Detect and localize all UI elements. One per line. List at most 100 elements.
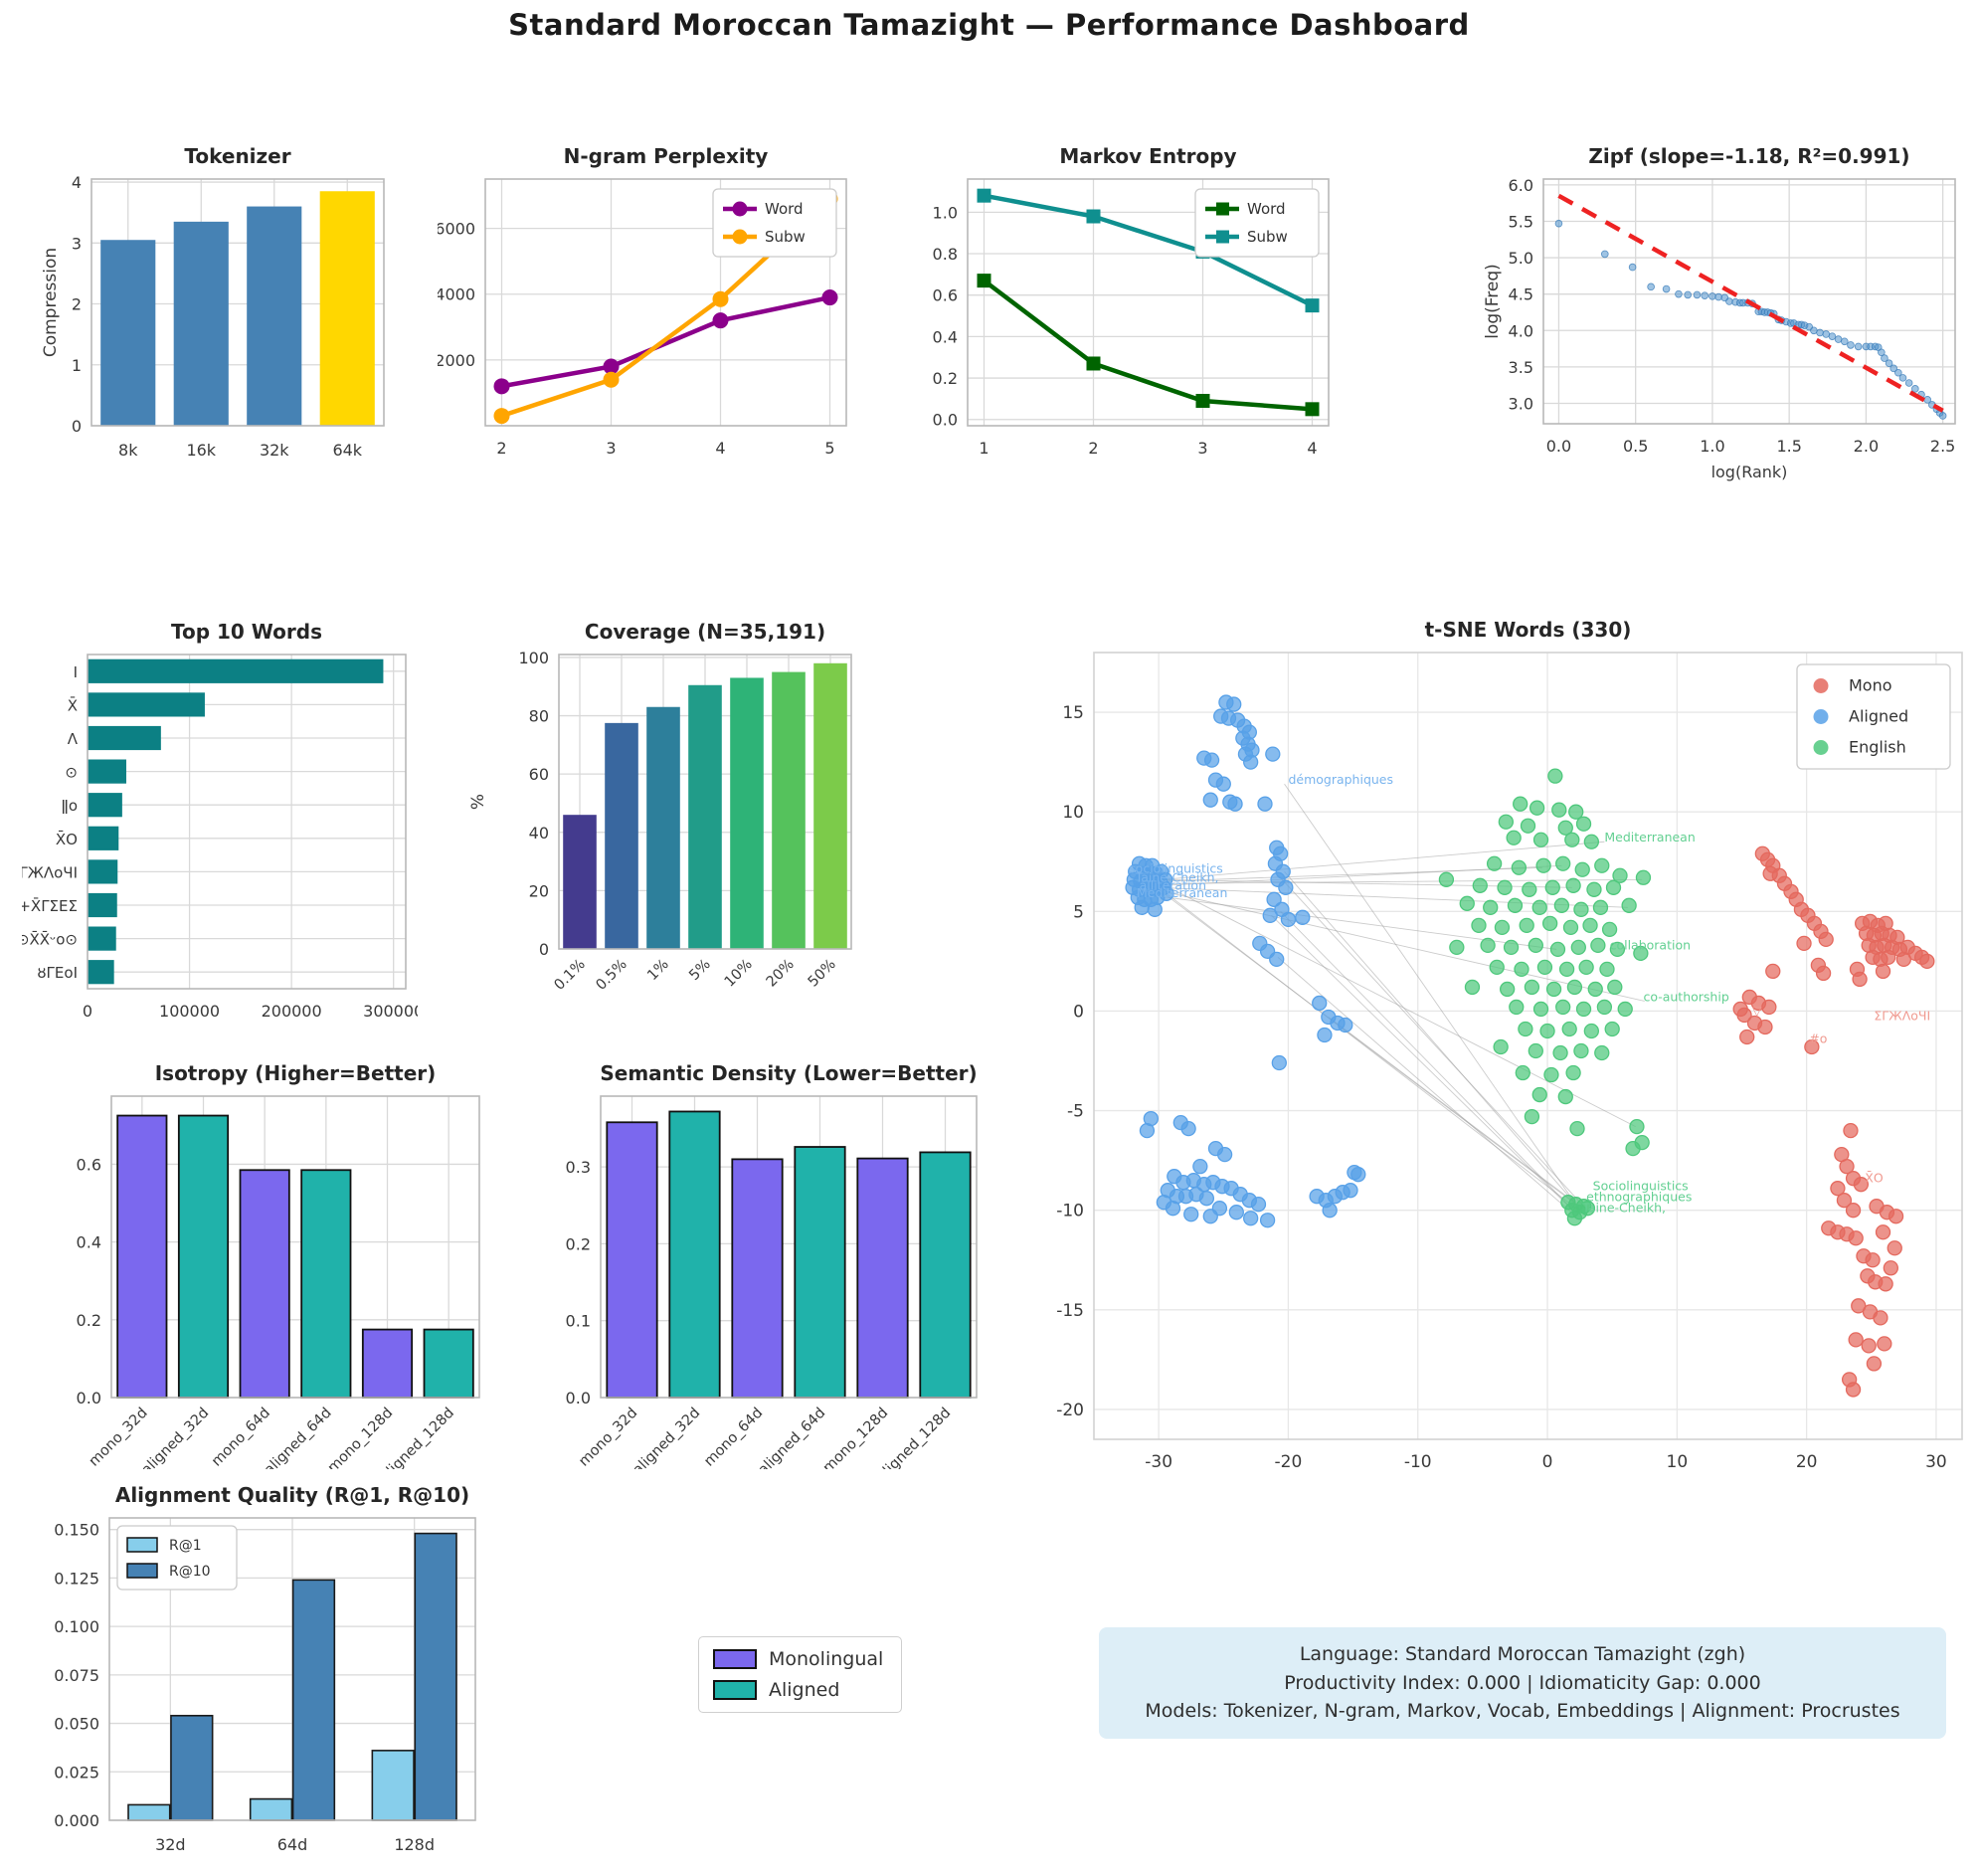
- svg-text:X̄O: X̄O: [56, 830, 78, 848]
- svg-text:Markov Entropy: Markov Entropy: [1059, 144, 1236, 168]
- svg-text:60: 60: [529, 765, 549, 784]
- svg-text:0.0: 0.0: [77, 1389, 101, 1407]
- svg-text:Subw: Subw: [765, 228, 806, 246]
- svg-text:Mediterranean: Mediterranean: [1137, 885, 1227, 900]
- svg-text:0.6: 0.6: [77, 1155, 101, 1174]
- svg-text:English: English: [1849, 738, 1906, 757]
- svg-text:64d: 64d: [277, 1835, 308, 1854]
- svg-text:0.4: 0.4: [933, 327, 958, 346]
- svg-text:Zipf (slope=-1.18, R²=0.991): Zipf (slope=-1.18, R²=0.991): [1588, 144, 1909, 168]
- svg-text:20: 20: [529, 881, 549, 900]
- svg-text:0.5: 0.5: [1623, 437, 1648, 456]
- svg-text:10%: 10%: [722, 957, 756, 991]
- chart-svg: 0 100000 200000 300000 Ι X̄ Λ ⊙ ǁo X̄O ΣΓЖΛoЧΙ +X̄Γ…: [22, 620, 418, 1021]
- svg-text:10: 10: [1062, 803, 1084, 823]
- svg-text:+X̄ΓΣΕΣ: +X̄ΓΣΕΣ: [22, 896, 78, 915]
- aligned-swatch: [713, 1680, 757, 1700]
- chart-svg: 2000 4000 6000 2 3 4 5 Word Subw N-gram Perplexit…: [438, 144, 847, 458]
- svg-text:X̄O: X̄O: [1865, 1171, 1884, 1186]
- svg-text:N-gram Perplexity: N-gram Perplexity: [564, 144, 769, 168]
- svg-text:200000: 200000: [262, 1002, 322, 1021]
- aligned-label: Aligned: [769, 1679, 840, 1701]
- svg-text:300000: 300000: [363, 1002, 418, 1021]
- svg-text:aligned_64d: aligned_64d: [756, 1406, 829, 1469]
- chart-markov-entropy: 0.0 0.2 0.4 0.6 0.8 1.0 1 2 3 4 Word Subw Markov Ent…: [920, 137, 1343, 470]
- svg-text:%: %: [468, 794, 488, 810]
- svg-text:0.075: 0.075: [54, 1666, 99, 1685]
- svg-text:Isotropy (Higher=Better): Isotropy (Higher=Better): [155, 1061, 437, 1085]
- svg-text:Alignment Quality (R@1, R@10): Alignment Quality (R@1, R@10): [115, 1484, 469, 1507]
- svg-text:4: 4: [715, 439, 725, 458]
- svg-text:log(Freq): log(Freq): [1483, 264, 1503, 339]
- svg-text:40: 40: [529, 824, 549, 843]
- svg-text:0.2: 0.2: [933, 369, 958, 388]
- svg-text:-10: -10: [1056, 1202, 1084, 1221]
- chart-coverage: 0 20 40 60 80 100 0.1% 0.5% 1% 5% 10% 20% 50%% Covera…: [467, 609, 865, 1046]
- svg-text:0: 0: [1542, 1452, 1553, 1472]
- svg-text:mono_32d: mono_32d: [87, 1406, 151, 1469]
- svg-text:5%: 5%: [686, 957, 714, 985]
- svg-text:mono_128d: mono_128d: [820, 1406, 892, 1469]
- svg-text:mono_64d: mono_64d: [209, 1406, 273, 1469]
- svg-text:5: 5: [824, 439, 834, 458]
- svg-text:0.6: 0.6: [933, 286, 958, 305]
- svg-text:2: 2: [496, 439, 506, 458]
- chart-semantic-density: 0.0 0.1 0.2 0.3 mono_32d aligned_32d mono_64d a…: [539, 1046, 987, 1469]
- svg-text:30: 30: [1925, 1452, 1947, 1472]
- svg-text:log(Rank): log(Rank): [1711, 463, 1788, 481]
- svg-text:0.000: 0.000: [54, 1811, 99, 1830]
- svg-text:-5: -5: [1067, 1102, 1084, 1122]
- svg-text:sociolinguistics: sociolinguistics: [1129, 860, 1223, 875]
- svg-text:ethnographiques: ethnographiques: [1586, 1190, 1692, 1205]
- info-models: Models: Tokenizer, N-gram, Markov, Vocab…: [1145, 1700, 1900, 1722]
- svg-text:0.2: 0.2: [566, 1234, 591, 1253]
- svg-text:128d: 128d: [394, 1835, 435, 1854]
- legend-item-monolingual: Monolingual: [713, 1648, 883, 1670]
- svg-text:8k: 8k: [118, 441, 138, 460]
- svg-text:#o: #o: [1809, 1031, 1827, 1045]
- info-language: Language: Standard Moroccan Tamazight (z…: [1299, 1643, 1746, 1665]
- svg-text:0.4: 0.4: [77, 1233, 101, 1252]
- svg-text:ȣΓΕoΙ: ȣΓΕoΙ: [37, 964, 78, 982]
- svg-text:0.8: 0.8: [933, 245, 958, 264]
- svg-text:4000: 4000: [438, 285, 475, 304]
- summary-info-box: Language: Standard Moroccan Tamazight (z…: [1099, 1627, 1946, 1739]
- svg-text:démographiques: démographiques: [1288, 772, 1393, 787]
- svg-text:4: 4: [72, 173, 82, 192]
- svg-text:0: 0: [72, 417, 82, 436]
- svg-text:Λ: Λ: [68, 730, 79, 748]
- chart-svg: 0.0 0.1 0.2 0.3 mono_32daligned_32dmono_64da…: [566, 1061, 978, 1469]
- svg-text:20%: 20%: [764, 957, 798, 991]
- svg-text:mono_64d: mono_64d: [701, 1406, 766, 1469]
- svg-text:10: 10: [1667, 1452, 1689, 1472]
- svg-text:3: 3: [1197, 439, 1207, 458]
- chart-tokenizer-compression: 0 1 2 3 4 8k 16k 32k 64k Compression Tokenizer: [40, 137, 398, 470]
- svg-text:Taine-Cheikh,: Taine-Cheikh,: [1581, 1201, 1666, 1216]
- svg-text:2.0: 2.0: [1854, 437, 1879, 456]
- svg-text:0.125: 0.125: [54, 1569, 99, 1588]
- svg-text:3.5: 3.5: [1509, 358, 1533, 377]
- svg-text:Top 10 Words: Top 10 Words: [171, 620, 322, 644]
- svg-text:0.0: 0.0: [566, 1389, 591, 1407]
- svg-text:Word: Word: [1247, 200, 1286, 218]
- svg-text:mono_32d: mono_32d: [576, 1406, 640, 1469]
- svg-text:t-SNE Words (330): t-SNE Words (330): [1425, 618, 1632, 642]
- svg-text:0.0: 0.0: [1546, 437, 1571, 456]
- svg-text:50%: 50%: [806, 957, 839, 991]
- svg-text:mono_128d: mono_128d: [325, 1406, 397, 1469]
- svg-text:ǁo: ǁo: [61, 797, 78, 815]
- svg-text:Subw: Subw: [1247, 228, 1288, 246]
- svg-text:16k: 16k: [186, 441, 216, 460]
- monolingual-swatch: [713, 1649, 757, 1669]
- svg-text:2: 2: [72, 295, 82, 314]
- svg-text:⊙: ⊙: [65, 764, 78, 782]
- svg-text:1.5: 1.5: [1776, 437, 1801, 456]
- svg-text:0.1: 0.1: [566, 1312, 591, 1331]
- svg-text:4.5: 4.5: [1509, 285, 1533, 304]
- svg-text:0.0: 0.0: [933, 411, 958, 430]
- page-title: Standard Moroccan Tamazight — Performanc…: [508, 8, 1470, 42]
- svg-text:0.5%: 0.5%: [593, 957, 629, 994]
- svg-text:aligned_32d: aligned_32d: [630, 1406, 704, 1469]
- svg-text:aligned_32d: aligned_32d: [139, 1406, 213, 1469]
